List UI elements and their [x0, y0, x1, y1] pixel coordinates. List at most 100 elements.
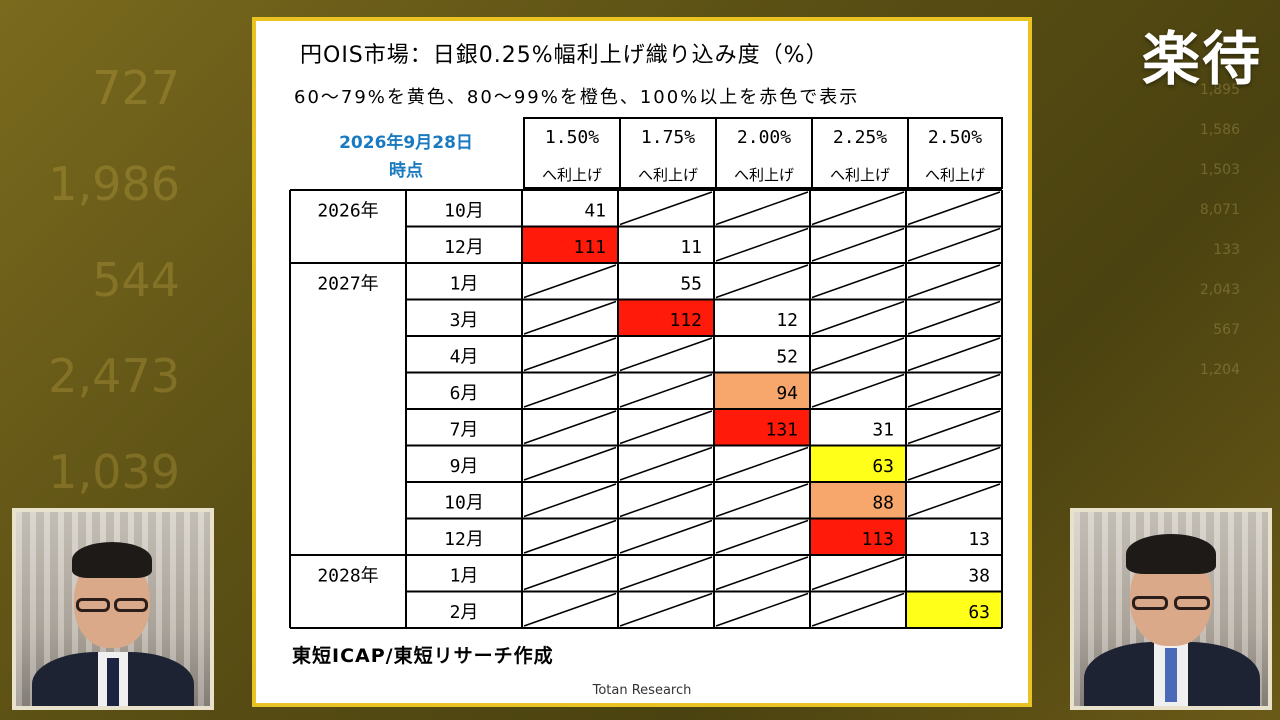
year-label: 2028年 — [317, 566, 378, 587]
bg-number: 2,043 — [1199, 282, 1240, 298]
empty-cell-slash — [715, 556, 809, 591]
rate-header: 1.50% へ利上げ — [523, 117, 619, 189]
empty-cell-slash — [907, 483, 1001, 518]
month-label: 12月 — [444, 529, 484, 550]
empty-cell-slash — [811, 373, 905, 408]
empty-cell-slash — [619, 446, 713, 481]
bg-number: 2,473 — [48, 349, 180, 403]
month-label: 4月 — [450, 347, 479, 368]
empty-cell-slash — [811, 191, 905, 226]
highlight-cell-red — [810, 518, 906, 555]
background-numbers: 727 1,986 544 2,473 1,039 — [30, 40, 180, 520]
empty-cell-slash — [523, 556, 617, 591]
probability-value: 88 — [872, 493, 894, 514]
probability-value: 63 — [872, 456, 894, 477]
as-of-date: 2026年9月28日 時点 — [296, 129, 516, 185]
empty-cell-slash — [619, 483, 713, 518]
probability-value: 112 — [669, 310, 702, 331]
glasses-icon — [76, 598, 110, 612]
hair — [72, 542, 152, 578]
empty-cell-slash — [907, 264, 1001, 299]
highlight-cell-orange — [714, 372, 810, 409]
probability-value: 55 — [680, 274, 702, 295]
probability-value: 13 — [968, 529, 990, 550]
empty-cell-slash — [811, 264, 905, 299]
rate-header-value: 2.25% — [832, 127, 888, 148]
empty-cell-slash — [715, 191, 809, 226]
month-label: 1月 — [450, 566, 479, 587]
tie — [1165, 648, 1177, 702]
empty-cell-slash — [811, 300, 905, 335]
empty-cell-slash — [523, 300, 617, 335]
rate-header-value: 2.00% — [736, 127, 792, 148]
rate-header-sub: へ利上げ — [829, 166, 890, 184]
highlight-cell-orange — [810, 482, 906, 519]
rate-header: 2.00% へ利上げ — [715, 117, 811, 189]
empty-cell-slash — [523, 264, 617, 299]
bg-number: 1,895 — [1199, 82, 1240, 98]
empty-cell-slash — [523, 519, 617, 554]
empty-cell-slash — [907, 373, 1001, 408]
empty-cell-slash — [907, 227, 1001, 262]
empty-cell-slash — [715, 592, 809, 627]
bg-number: 544 — [92, 253, 180, 307]
empty-cell-slash — [907, 300, 1001, 335]
slide-title: 円OIS市場：日銀0.25%幅利上げ織り込み度（%） — [300, 43, 829, 68]
highlight-cell-red — [522, 226, 618, 263]
empty-cell-slash — [715, 227, 809, 262]
month-label: 7月 — [450, 420, 479, 441]
empty-cell-slash — [619, 373, 713, 408]
probability-value: 11 — [680, 237, 702, 258]
rate-header-sub: へ利上げ — [637, 166, 698, 184]
bg-number: 1,503 — [1199, 162, 1240, 178]
rate-header: 2.50% へ利上げ — [907, 117, 1003, 189]
bg-number: 133 — [1213, 242, 1240, 258]
bg-number: 727 — [92, 61, 180, 115]
month-label: 6月 — [450, 383, 479, 404]
as-of-date-line: 2026年9月28日 — [339, 133, 473, 153]
as-of-time-line: 時点 — [389, 161, 423, 181]
empty-cell-slash — [907, 410, 1001, 445]
probability-value: 41 — [584, 201, 606, 222]
rate-header-sub: へ利上げ — [541, 166, 602, 184]
probability-value: 52 — [776, 347, 798, 368]
month-label: 1月 — [450, 274, 479, 295]
probability-value: 113 — [861, 529, 894, 550]
month-label: 10月 — [444, 493, 484, 514]
month-label: 12月 — [444, 237, 484, 258]
empty-cell-slash — [523, 337, 617, 372]
slide-subtitle: 60～79%を黄色、80～99%を橙色、100%以上を赤色で表示 — [294, 87, 860, 108]
empty-cell-slash — [715, 446, 809, 481]
hair — [1126, 534, 1216, 574]
probability-value: 63 — [968, 602, 990, 623]
highlight-cell-yellow — [906, 591, 1002, 628]
empty-cell-slash — [907, 446, 1001, 481]
empty-cell-slash — [907, 191, 1001, 226]
rate-header-value: 2.50% — [927, 127, 983, 148]
probability-value: 94 — [776, 383, 798, 404]
year-label: 2027年 — [317, 274, 378, 295]
empty-cell-slash — [811, 227, 905, 262]
rate-header-value: 1.50% — [544, 127, 600, 148]
empty-cell-slash — [619, 337, 713, 372]
brand-label: Totan Research — [592, 683, 692, 698]
empty-cell-slash — [811, 337, 905, 372]
probability-table: 41 10月 2026年 111 11 12月 55 1月 2027年 112 12 3月 52 4月 94… — [289, 189, 1005, 631]
probability-value: 111 — [573, 237, 606, 258]
probability-value: 38 — [968, 566, 990, 587]
empty-cell-slash — [523, 446, 617, 481]
empty-cell-slash — [523, 373, 617, 408]
empty-cell-slash — [811, 592, 905, 627]
bg-number: 567 — [1213, 322, 1240, 338]
bg-number: 1,986 — [48, 157, 180, 211]
empty-cell-slash — [523, 483, 617, 518]
rate-header: 2.25% へ利上げ — [811, 117, 907, 189]
empty-cell-slash — [619, 410, 713, 445]
source-footer: 東短ICAP/東短リサーチ作成 — [292, 645, 554, 667]
empty-cell-slash — [523, 410, 617, 445]
rate-header-sub: へ利上げ — [733, 166, 794, 184]
glasses-icon — [1132, 596, 1168, 610]
month-label: 3月 — [450, 310, 479, 331]
highlight-cell-red — [618, 299, 714, 336]
